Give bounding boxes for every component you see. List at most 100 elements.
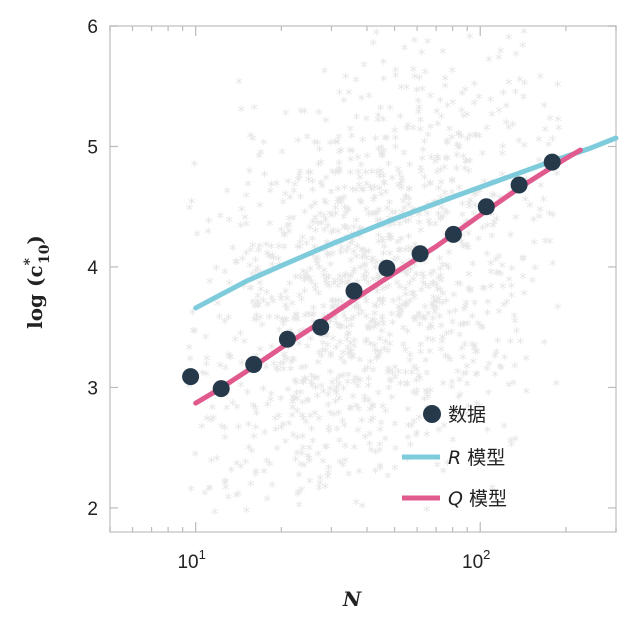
background-point: *	[378, 188, 386, 206]
background-point: *	[268, 177, 276, 195]
background-point: *	[519, 251, 527, 269]
background-point: *	[365, 207, 373, 225]
background-point: *	[309, 434, 317, 452]
background-point: *	[332, 295, 340, 313]
background-point: *	[358, 183, 366, 201]
background-point: *	[322, 441, 330, 459]
background-point: *	[430, 276, 438, 294]
background-point: *	[320, 264, 328, 282]
background-point: *	[329, 375, 337, 393]
background-point: *	[434, 458, 442, 476]
background-point: *	[434, 150, 442, 168]
background-point: *	[379, 399, 387, 417]
background-point: *	[428, 321, 436, 339]
background-point: *	[361, 273, 369, 291]
background-point: *	[434, 152, 442, 170]
background-point: *	[380, 219, 388, 237]
background-point: *	[462, 407, 470, 425]
background-point: *	[301, 205, 309, 223]
background-point: *	[314, 447, 322, 465]
model-lines	[193, 135, 619, 406]
background-point: *	[265, 249, 273, 267]
background-point: *	[508, 279, 516, 297]
background-point: *	[457, 129, 465, 147]
background-point: *	[294, 134, 302, 152]
background-point: *	[400, 321, 408, 339]
background-point: *	[301, 372, 309, 390]
background-point: *	[367, 180, 375, 198]
background-point: *	[337, 235, 345, 253]
background-point: *	[327, 239, 335, 257]
background-point: *	[349, 390, 357, 408]
background-point: *	[290, 312, 298, 330]
background-point: *	[368, 183, 376, 201]
background-point: *	[398, 171, 406, 189]
background-point: *	[411, 313, 419, 331]
background-point: *	[274, 363, 282, 381]
background-point: *	[343, 276, 351, 294]
background-point: *	[515, 134, 523, 152]
background-point: *	[499, 139, 507, 157]
background-point: *	[478, 321, 486, 339]
background-point: *	[438, 335, 446, 353]
background-point: *	[304, 340, 312, 358]
background-point: *	[303, 130, 311, 148]
background-point: *	[214, 297, 222, 315]
background-point: *	[302, 415, 310, 433]
background-point: *	[376, 422, 384, 440]
background-point: *	[188, 195, 196, 213]
background-point: *	[362, 112, 370, 130]
background-point: *	[336, 320, 344, 338]
background-point: *	[423, 503, 431, 521]
background-point: *	[554, 112, 562, 130]
background-point: *	[310, 307, 318, 325]
background-point: *	[336, 335, 344, 353]
x-tick-label: 102	[462, 547, 490, 573]
background-point: *	[295, 468, 303, 486]
background-point: *	[203, 352, 211, 370]
background-point: *	[279, 317, 287, 335]
background-point: *	[254, 262, 262, 280]
background-point: *	[336, 455, 344, 473]
background-point: *	[251, 299, 259, 317]
background-point: *	[295, 172, 303, 190]
legend-label-q-model: Q 模型	[448, 488, 507, 510]
background-point: *	[422, 278, 430, 296]
background-point: *	[418, 45, 426, 63]
background-point: *	[472, 129, 480, 147]
background-point: *	[460, 367, 468, 385]
background-point: *	[313, 371, 321, 389]
background-point: *	[327, 349, 335, 367]
background-point: *	[186, 201, 194, 219]
background-point: *	[308, 379, 316, 397]
background-point: *	[253, 313, 261, 331]
background-point: *	[402, 366, 410, 384]
y-axis-label-close: )	[23, 235, 47, 244]
background-point: *	[497, 267, 505, 285]
background-point: *	[243, 246, 251, 264]
background-point: *	[248, 444, 256, 462]
background-point: *	[494, 334, 502, 352]
background-point: *	[285, 212, 293, 230]
background-point: *	[517, 335, 525, 353]
background-point: *	[363, 177, 371, 195]
data-point	[212, 380, 230, 398]
background-point: *	[388, 171, 396, 189]
background-point: *	[321, 64, 329, 82]
background-point: *	[350, 220, 358, 238]
background-point: *	[503, 295, 511, 313]
background-point: *	[267, 239, 275, 257]
background-point: *	[314, 252, 322, 270]
background-point: *	[336, 274, 344, 292]
background-point: *	[523, 385, 531, 403]
background-point: *	[308, 375, 316, 393]
background-point: *	[285, 340, 293, 358]
background-point: *	[483, 362, 491, 380]
background-point: *	[400, 209, 408, 227]
background-point: *	[386, 364, 394, 382]
background-point: *	[257, 146, 265, 164]
background-point: *	[185, 379, 193, 397]
background-point: *	[332, 201, 340, 219]
background-point: *	[294, 446, 302, 464]
background-point: *	[465, 281, 473, 299]
